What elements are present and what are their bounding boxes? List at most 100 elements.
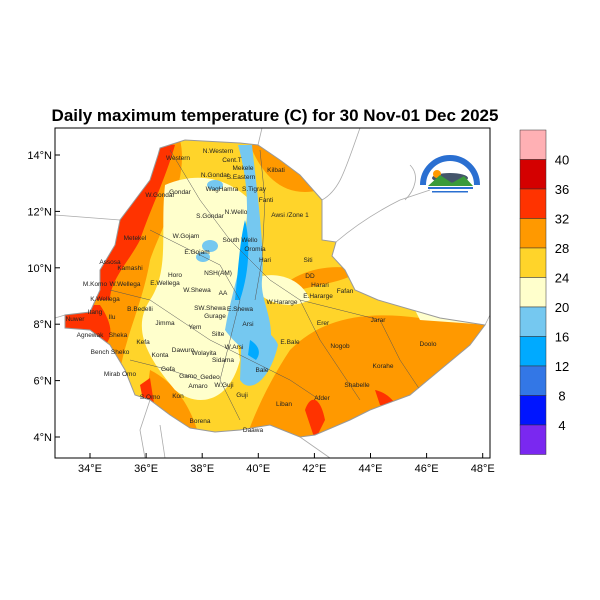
map-title: Daily maximum temperature (C) for 30 Nov… <box>51 106 499 125</box>
y-tick-label: 6°N <box>34 376 53 388</box>
legend-label: 36 <box>555 182 569 197</box>
x-tick-label: 44°E <box>359 463 383 475</box>
legend-swatch <box>519 365 547 396</box>
region-label: Kon <box>172 393 184 400</box>
x-tick-label: 42°E <box>302 463 326 475</box>
region-label: Kilbati <box>267 167 285 174</box>
x-tick-label: 48°E <box>471 463 495 475</box>
region-label: WagHamra <box>206 186 239 193</box>
region-label: W.Wellega <box>110 281 141 288</box>
region-label: Itang <box>88 309 103 316</box>
region-label: Wolayita <box>192 350 217 357</box>
legend-swatch <box>519 395 547 426</box>
region-label: Gurage <box>204 313 226 320</box>
region-label: Arsi <box>242 321 253 328</box>
region-label: Oromia <box>244 246 266 253</box>
region-label: Sidama <box>212 357 234 364</box>
region-label: Gamo <box>179 373 197 380</box>
region-label: Borena <box>190 418 211 425</box>
x-tick-label: 34°E <box>78 463 102 475</box>
region-label: Jimma <box>155 320 175 327</box>
legend-swatch <box>519 424 547 455</box>
region-label: Metekel <box>124 235 147 242</box>
region-label: E.Gojam <box>184 249 209 256</box>
region-label: SW.Shewa <box>194 305 226 312</box>
region-label: E.Wellega <box>150 280 180 287</box>
y-tick-label: 8°N <box>34 319 53 331</box>
region-label: Assosa <box>99 259 121 266</box>
region-label: Liban <box>276 401 292 408</box>
region-label: Bale <box>255 367 268 374</box>
region-label: S.Gondar <box>196 213 225 220</box>
region-label: Gofa <box>161 366 175 373</box>
legend-label: 4 <box>558 418 565 433</box>
region-label: Mekele <box>233 165 254 172</box>
region-label: Gondar <box>169 189 192 196</box>
y-tick-label: 10°N <box>27 263 52 275</box>
region-label: Daawa <box>243 427 264 434</box>
region-label: S.Omo <box>140 394 161 401</box>
region-label: Bench Sheko <box>91 349 130 356</box>
region-label: W.Gojam <box>173 233 200 240</box>
legend-swatch <box>519 277 547 308</box>
region-label: Agnewak <box>77 332 104 339</box>
region-label: K.Wellega <box>90 296 120 303</box>
region-label: Hari <box>259 257 271 264</box>
legend-swatch <box>519 218 547 249</box>
region-label: Sheka <box>109 332 128 339</box>
y-tick-label: 14°N <box>27 150 52 162</box>
region-label: W.Shewa <box>183 287 211 294</box>
legend-swatch <box>519 129 547 160</box>
region-label: Nuwer <box>66 316 86 323</box>
region-label: Guji <box>236 392 248 399</box>
region-label: S.Eastern <box>227 174 256 181</box>
region-label: Ilu <box>109 314 116 321</box>
legend-swatch <box>519 336 547 367</box>
legend-label: 20 <box>555 300 569 315</box>
x-tick-label: 40°E <box>246 463 270 475</box>
legend-swatch <box>519 247 547 278</box>
region-label: Mirab Omo <box>104 371 137 378</box>
region-label: Shabelle <box>344 382 370 389</box>
region-label: W.Hararge <box>266 299 297 306</box>
legend-label: 12 <box>555 359 569 374</box>
legend-swatch <box>519 159 547 190</box>
plot-frame <box>54 127 491 459</box>
region-label: Fanti <box>259 197 273 204</box>
region-label: Kefa <box>136 339 150 346</box>
region-label: Doolo <box>420 341 437 348</box>
legend-label: 28 <box>555 241 569 256</box>
region-label: Jarar <box>371 317 387 324</box>
legend-label: 8 <box>558 389 565 404</box>
region-label: Nogob <box>330 343 350 350</box>
admin-boundaries <box>109 149 421 421</box>
region-label: S.Tigray <box>242 186 267 193</box>
legend-swatch <box>519 188 547 219</box>
region-label: Korahe <box>373 363 394 370</box>
region-label: Erer <box>317 320 330 327</box>
region-label: Amaro <box>188 383 208 390</box>
y-tick-label: 4°N <box>34 432 53 444</box>
region-label: DD <box>305 273 315 280</box>
region-label: Yem <box>189 324 202 331</box>
region-label: E.Bale <box>280 339 300 346</box>
region-label: Konta <box>152 352 169 359</box>
region-label: South Wello <box>223 237 258 244</box>
region-label: M.Komo <box>83 281 108 288</box>
region-label: Kamashi <box>117 265 142 272</box>
region-label: W.Guji <box>214 382 233 389</box>
region-label: Awsi /Zone 1 <box>271 212 309 219</box>
region-label: E.Hararge <box>303 293 333 300</box>
legend-label: 32 <box>555 212 569 227</box>
region-label: Harari <box>311 282 329 289</box>
region-label: W.Gondar <box>145 192 175 199</box>
region-label: Siti <box>303 257 312 264</box>
region-label: Silte <box>212 331 225 338</box>
region-label: NSH(AM) <box>204 270 232 277</box>
x-tick-label: 46°E <box>415 463 439 475</box>
region-label: E.Shewa <box>227 306 253 313</box>
region-label: AA <box>219 290 228 297</box>
legend-label: 40 <box>555 153 569 168</box>
